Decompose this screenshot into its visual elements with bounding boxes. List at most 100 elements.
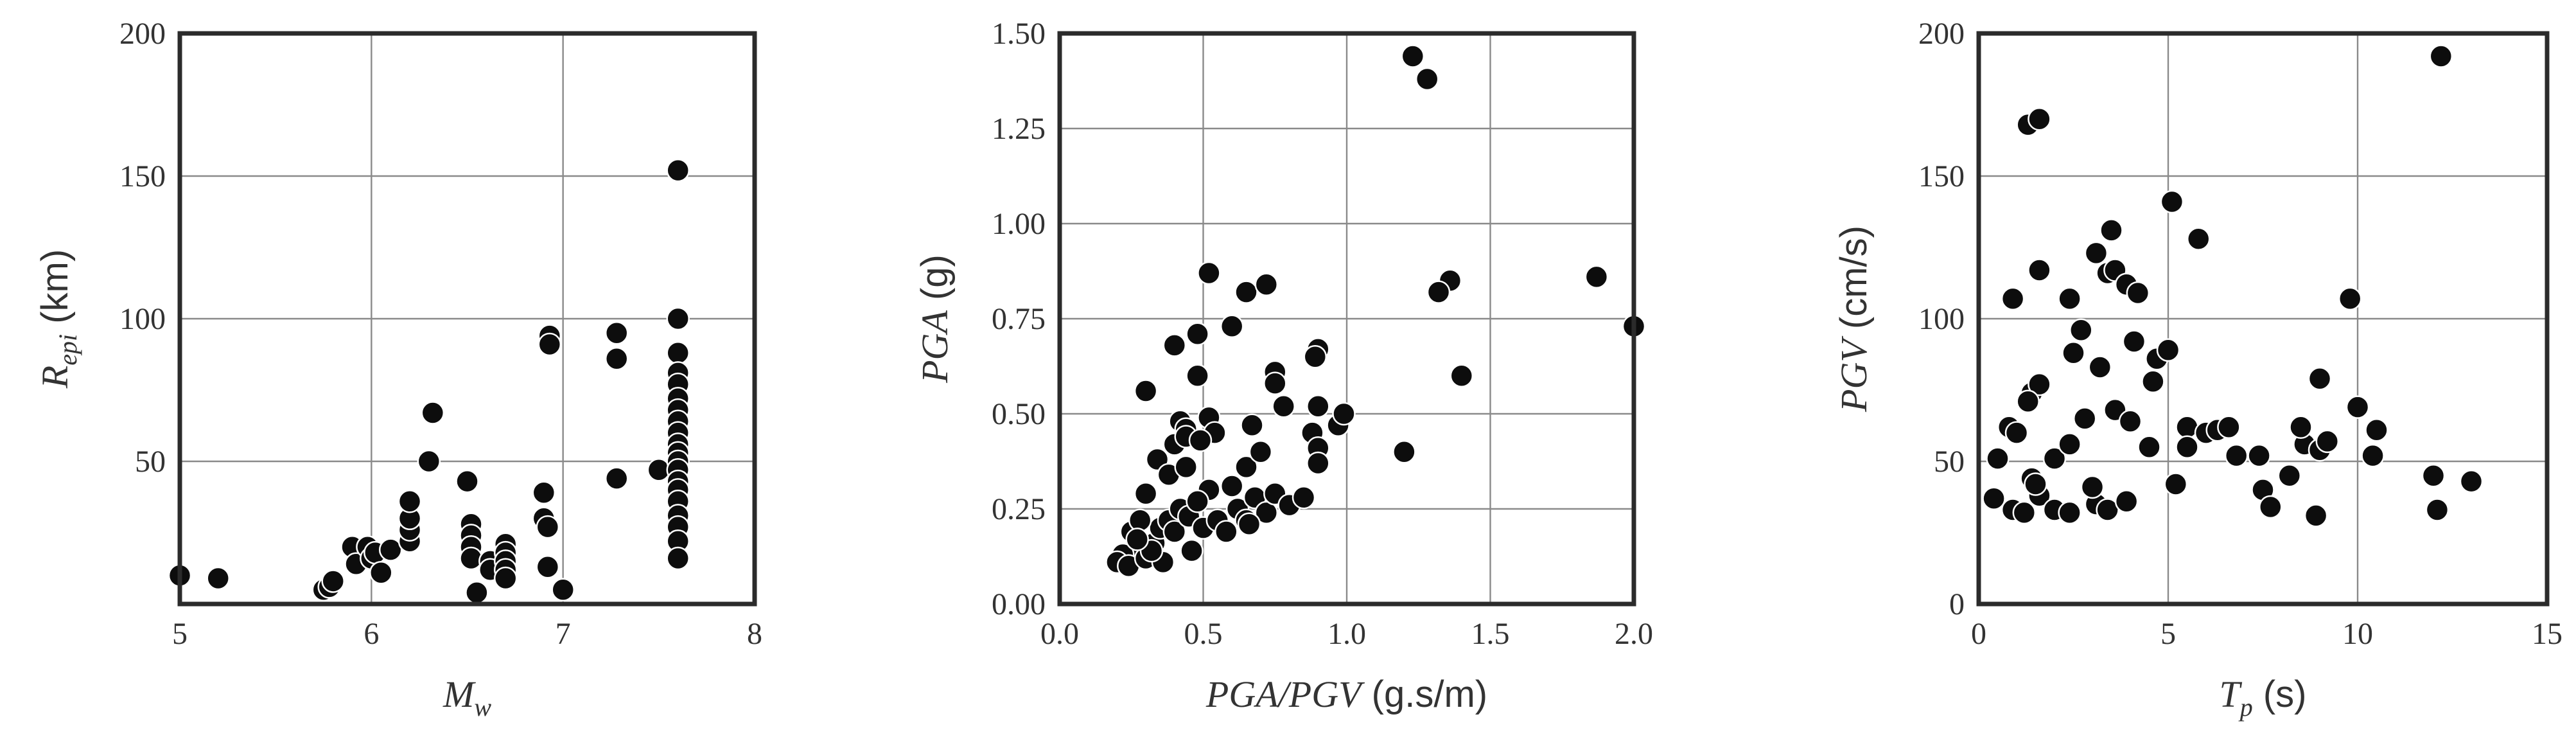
data-point (2308, 366, 2332, 391)
axis-label-main: T (2219, 673, 2242, 715)
data-point (2028, 372, 2051, 396)
y-tick-label: 200 (119, 17, 166, 51)
y-tick-label: 0.50 (992, 397, 1046, 431)
x-tick-label: 6 (364, 617, 379, 651)
data-point (2042, 447, 2067, 470)
x-tick-label: 5 (2160, 617, 2176, 651)
data-point (2096, 498, 2119, 522)
y-tick-label: 50 (135, 445, 166, 479)
data-point (1292, 485, 1316, 510)
data-point (1982, 486, 2006, 510)
data-point (2099, 218, 2123, 242)
data-point (1128, 508, 1152, 533)
axis-label-unit: (cm/s) (1833, 226, 1875, 339)
data-point (2028, 258, 2051, 282)
data-point (459, 546, 483, 571)
data-point (532, 481, 556, 505)
y-tick-label: 100 (1918, 302, 1965, 336)
data-point (1134, 379, 1158, 403)
data-point (2186, 227, 2211, 251)
data-point (1415, 67, 1439, 91)
data-point (2315, 429, 2340, 454)
data-point (2277, 463, 2302, 488)
y-tick-label: 0.25 (992, 492, 1046, 526)
chart-panel-1: 5 6 7 8 50 100 150 200 Mw Repi (km) (34, 17, 762, 722)
x-tick-label: 0 (1971, 617, 1986, 651)
data-point (321, 569, 345, 593)
y-axis-label: PGV (cm/s) (1833, 226, 1875, 413)
x-tick-label: 1.5 (1471, 617, 1510, 651)
data-point (421, 401, 445, 425)
x-tick-label: 1.0 (1327, 617, 1366, 651)
data-point (604, 346, 629, 371)
data-point (493, 566, 518, 591)
data-point (1180, 538, 1204, 563)
data-point (1162, 333, 1187, 357)
data-point (2028, 107, 2051, 131)
data-point (465, 580, 489, 605)
data-point (398, 489, 422, 513)
data-point (2429, 44, 2453, 68)
y-tick-label: 200 (1918, 17, 1965, 51)
data-point (1584, 265, 1609, 289)
axis-label-main: R (34, 366, 76, 389)
data-point (2361, 443, 2385, 468)
data-point (2072, 407, 2097, 431)
data-point (1306, 394, 1330, 418)
data-point (2156, 338, 2180, 362)
axis-label-main: PGV (1833, 335, 1875, 413)
data-point (2224, 443, 2248, 468)
x-tick-label: 15 (2532, 617, 2563, 651)
data-point (2114, 489, 2139, 513)
data-point (1220, 474, 1244, 498)
data-point (666, 341, 690, 365)
data-point (1401, 44, 1425, 68)
chart-panel-2: 0.0 0.5 1.0 1.5 2.0 0.00 0.25 0.50 0.75 1.00 1.25 1… (914, 17, 1653, 715)
data-point (536, 555, 560, 579)
x-axis-label: Mw (442, 673, 491, 722)
data-point (2080, 475, 2105, 499)
y-tick-label: 50 (1934, 445, 1965, 479)
x-axis-label: Tp (s) (2219, 673, 2306, 722)
data-point (1306, 451, 1330, 475)
axis-label-main: PGA/PGV (1205, 673, 1365, 715)
data-point (1254, 272, 1279, 296)
y-tick-label: 150 (1918, 159, 1965, 193)
y-axis-label: Repi (km) (34, 249, 82, 389)
plot-frame (1057, 31, 1636, 607)
axis-label-subscript: p (2238, 693, 2253, 722)
data-point (1220, 314, 1244, 339)
data-point (2088, 355, 2112, 379)
data-point (2069, 318, 2093, 342)
data-point (1426, 280, 1451, 304)
data-point (1254, 501, 1279, 525)
plot-frame (1976, 31, 2550, 607)
data-point (2004, 421, 2029, 445)
y-tick-label: 1.00 (992, 207, 1046, 241)
data-point (369, 560, 393, 585)
data-point (2164, 472, 2188, 496)
data-point (1392, 440, 1416, 464)
data-point (2459, 469, 2484, 493)
data-point (2365, 418, 2388, 442)
x-tick-label: 5 (172, 617, 188, 651)
axis-label-main: M (442, 673, 476, 715)
data-point (2122, 330, 2146, 353)
axis-label-unit: (g) (914, 254, 956, 310)
data-point (666, 158, 690, 182)
data-point (1234, 280, 1258, 304)
data-point (1237, 512, 1261, 536)
data-point (2058, 432, 2081, 456)
data-point (2001, 287, 2025, 311)
y-tick-label: 1.25 (992, 112, 1046, 146)
data-point (2425, 498, 2449, 522)
data-point (1272, 394, 1295, 418)
data-point (1174, 455, 1198, 479)
y-tick-label: 1.50 (992, 17, 1046, 51)
y-tick-label: 0 (1949, 587, 1965, 621)
data-point (1186, 489, 1209, 513)
data-point (538, 332, 562, 357)
data-point (2304, 504, 2328, 528)
data-point (2160, 190, 2184, 214)
